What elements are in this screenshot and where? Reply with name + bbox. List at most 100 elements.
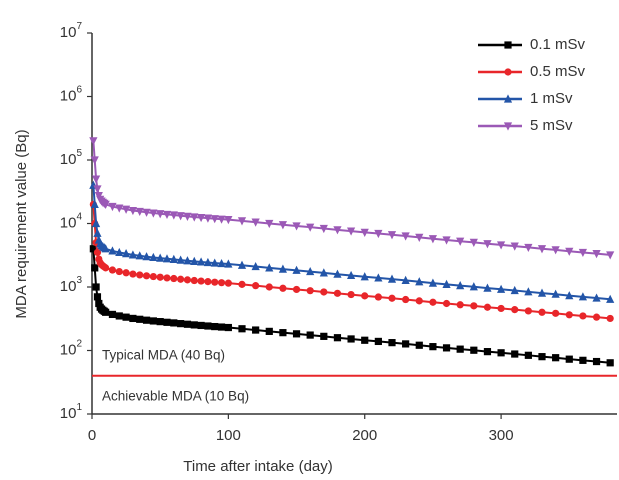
marker <box>204 278 212 286</box>
marker <box>347 290 355 299</box>
marker <box>217 323 226 331</box>
marker <box>456 237 465 246</box>
marker <box>552 309 560 317</box>
y-tick-label: 103 <box>60 275 83 295</box>
marker <box>121 249 131 258</box>
marker <box>292 285 301 294</box>
marker <box>497 304 505 313</box>
y-tick-exponent: 3 <box>76 275 82 286</box>
marker <box>361 292 369 300</box>
y-tick-exponent: 1 <box>76 402 82 413</box>
marker <box>292 330 301 338</box>
marker <box>224 216 233 225</box>
y-tick-base: 10 <box>60 24 77 41</box>
marker <box>415 341 423 349</box>
marker <box>496 241 506 250</box>
marker <box>319 224 328 234</box>
marker <box>108 246 117 255</box>
marker <box>210 215 219 224</box>
series-line <box>92 140 611 256</box>
marker <box>190 213 199 222</box>
marker <box>333 269 342 278</box>
marker <box>211 322 219 331</box>
marker <box>122 313 130 321</box>
marker <box>537 288 547 297</box>
marker <box>196 213 206 223</box>
marker <box>129 270 137 278</box>
marker <box>504 68 512 76</box>
marker <box>292 265 301 274</box>
marker <box>470 346 478 354</box>
x-tick-label: 200 <box>352 427 377 444</box>
marker <box>177 320 185 328</box>
annotation: Typical MDA (40 Bq) <box>102 348 225 363</box>
marker <box>537 245 547 254</box>
marker <box>197 277 205 285</box>
marker <box>319 268 328 277</box>
marker <box>387 274 397 283</box>
marker <box>204 322 212 330</box>
marker <box>224 279 232 287</box>
marker <box>149 272 157 281</box>
marker <box>565 311 573 319</box>
marker <box>142 252 151 261</box>
marker <box>483 303 492 311</box>
marker <box>90 156 99 165</box>
marker <box>149 252 158 262</box>
marker <box>135 251 144 260</box>
marker <box>578 248 588 258</box>
y-tick-base: 10 <box>60 278 77 295</box>
marker <box>504 41 512 49</box>
y-tick-exponent: 2 <box>76 338 82 349</box>
marker <box>442 299 451 308</box>
marker <box>496 284 506 293</box>
marker <box>374 229 383 239</box>
marker <box>415 233 424 242</box>
marker <box>429 343 437 351</box>
marker <box>565 355 573 363</box>
marker <box>156 273 164 281</box>
marker <box>89 137 98 146</box>
marker <box>565 291 574 300</box>
marker <box>361 336 369 344</box>
y-tick-exponent: 7 <box>76 21 82 32</box>
marker <box>142 316 151 324</box>
marker <box>346 270 356 280</box>
marker <box>128 206 138 216</box>
marker <box>306 266 315 276</box>
marker <box>401 275 410 285</box>
marker <box>428 235 438 244</box>
marker <box>251 218 260 227</box>
marker <box>89 245 97 253</box>
marker <box>402 295 410 304</box>
marker <box>115 204 124 213</box>
marker <box>388 294 396 302</box>
marker <box>333 289 342 297</box>
marker <box>510 285 519 295</box>
x-tick-label: 300 <box>489 427 514 444</box>
marker <box>265 263 274 272</box>
marker <box>524 351 532 359</box>
marker <box>108 266 117 274</box>
marker <box>606 359 614 367</box>
marker <box>483 283 492 292</box>
marker <box>115 267 123 276</box>
marker <box>347 335 355 343</box>
legend-label: 1 mSv <box>530 90 573 107</box>
marker <box>142 272 151 280</box>
marker <box>170 274 178 283</box>
marker <box>483 348 492 356</box>
marker <box>402 340 410 348</box>
y-tick-base: 10 <box>60 151 77 168</box>
marker <box>190 256 199 266</box>
marker <box>183 320 192 328</box>
marker <box>217 258 226 268</box>
marker <box>524 307 532 315</box>
marker <box>115 247 124 257</box>
marker <box>177 275 185 283</box>
marker <box>183 212 192 221</box>
marker <box>93 185 102 194</box>
marker <box>428 278 438 287</box>
marker <box>203 214 213 223</box>
